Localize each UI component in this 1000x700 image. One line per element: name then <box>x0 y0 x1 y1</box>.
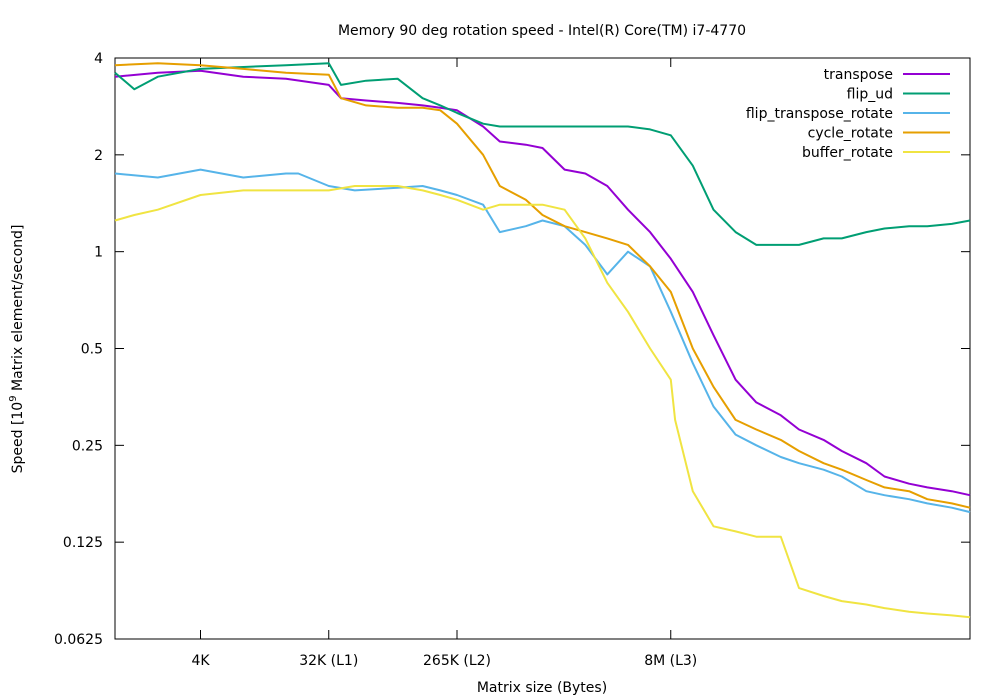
legend-label: transpose <box>824 67 893 83</box>
y-tick-label: 1 <box>94 245 103 261</box>
y-tick-label: 0.0625 <box>54 632 103 648</box>
x-tick-label: 8M (L3) <box>644 653 697 669</box>
x-tick-label: 265K (L2) <box>423 653 491 669</box>
y-tick-label: 0.25 <box>72 438 103 454</box>
x-axis-label: Matrix size (Bytes) <box>477 680 607 696</box>
y-tick-label: 0.5 <box>81 342 103 358</box>
series-line-flip-transpose-rotate <box>114 168 971 514</box>
legend-label: flip_transpose_rotate <box>746 106 893 122</box>
series-lines <box>114 62 971 619</box>
y-axis-label-rest: Matrix element/second] <box>10 225 26 396</box>
x-tick-label: 4K <box>191 653 210 669</box>
x-axis: 4K 32K (L1) 265K (L2) 8M (L3) <box>191 58 697 669</box>
legend: transpose flip_ud flip_transpose_rotatecyc… <box>746 67 950 161</box>
y-tick-label: 0.125 <box>63 535 103 551</box>
y-axis-label: Speed [109 Matrix element/second] <box>8 225 26 474</box>
legend-label: flip_ud <box>847 87 893 103</box>
y-tick-label: 2 <box>94 148 103 164</box>
series-line-buffer-rotate <box>114 185 971 619</box>
legend-label: buffer_rotate <box>802 145 893 161</box>
x-tick-label: 32K (L1) <box>299 653 358 669</box>
series-line-flip-ud <box>114 62 971 246</box>
y-axis-label-exponent: 9 <box>8 395 19 401</box>
chart-title: Memory 90 deg rotation speed - Intel(R) … <box>338 23 746 39</box>
y-axis: 0.0625 0.125 0.25 0.5 1 2 4 <box>54 51 970 648</box>
y-tick-label: 4 <box>94 51 103 67</box>
y-axis-label-base: Speed [10 <box>10 402 26 474</box>
series-line-cycle-rotate <box>114 62 971 509</box>
legend-label: cycle_rotate <box>808 126 893 142</box>
